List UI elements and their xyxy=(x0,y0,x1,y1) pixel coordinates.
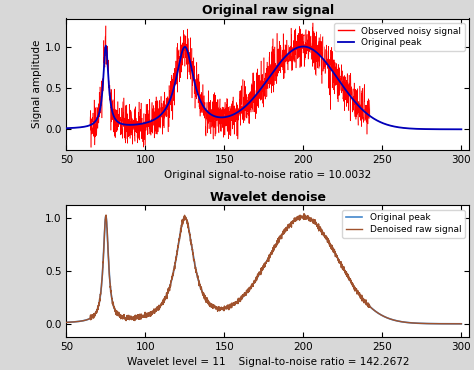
Y-axis label: Signal amplitude: Signal amplitude xyxy=(32,40,42,128)
Original peak xyxy=(284,226,290,230)
Denoised raw signal xyxy=(401,320,407,324)
Original peak xyxy=(401,320,407,324)
Legend: Original peak, Denoised raw signal: Original peak, Denoised raw signal xyxy=(342,210,465,238)
Denoised raw signal xyxy=(416,321,422,326)
Original peak xyxy=(103,214,109,218)
X-axis label: Original signal-to-noise ratio = 10.0032: Original signal-to-noise ratio = 10.0032 xyxy=(164,171,372,181)
Denoised raw signal xyxy=(217,309,222,313)
Original peak xyxy=(401,126,407,130)
Denoised raw signal xyxy=(284,228,290,232)
Denoised raw signal xyxy=(458,322,464,326)
Observed noisy signal xyxy=(64,126,69,131)
Observed noisy signal xyxy=(385,123,391,127)
Original peak xyxy=(458,127,464,131)
Original peak xyxy=(72,320,77,324)
Observed noisy signal xyxy=(284,38,290,42)
Original peak xyxy=(103,43,109,48)
Title: Original raw signal: Original raw signal xyxy=(202,4,334,17)
Original peak xyxy=(64,126,69,131)
Observed noisy signal xyxy=(72,125,77,130)
Original peak xyxy=(416,321,422,326)
Denoised raw signal xyxy=(301,212,307,216)
Observed noisy signal xyxy=(310,21,316,25)
X-axis label: Wavelet level = 11    Signal-to-noise ratio = 142.2672: Wavelet level = 11 Signal-to-noise ratio… xyxy=(127,357,409,367)
Original peak xyxy=(217,306,222,310)
Line: Observed noisy signal: Observed noisy signal xyxy=(66,23,461,147)
Denoised raw signal xyxy=(64,320,69,324)
Original peak xyxy=(72,125,77,130)
Line: Original peak: Original peak xyxy=(66,46,461,129)
Line: Original peak: Original peak xyxy=(66,216,461,324)
Original peak xyxy=(416,127,422,131)
Observed noisy signal xyxy=(458,127,464,131)
Original peak xyxy=(385,123,391,127)
Denoised raw signal xyxy=(385,316,391,320)
Original peak xyxy=(284,53,290,57)
Original peak xyxy=(458,322,464,326)
Line: Denoised raw signal: Denoised raw signal xyxy=(66,214,461,324)
Title: Wavelet denoise: Wavelet denoise xyxy=(210,191,326,204)
Original peak xyxy=(64,320,69,324)
Original peak xyxy=(217,115,222,120)
Observed noisy signal xyxy=(217,105,222,110)
Observed noisy signal xyxy=(401,126,407,130)
Observed noisy signal xyxy=(88,145,94,149)
Observed noisy signal xyxy=(417,127,422,131)
Original peak xyxy=(385,316,391,320)
Legend: Observed noisy signal, Original peak: Observed noisy signal, Original peak xyxy=(334,23,465,51)
Denoised raw signal xyxy=(72,320,77,324)
